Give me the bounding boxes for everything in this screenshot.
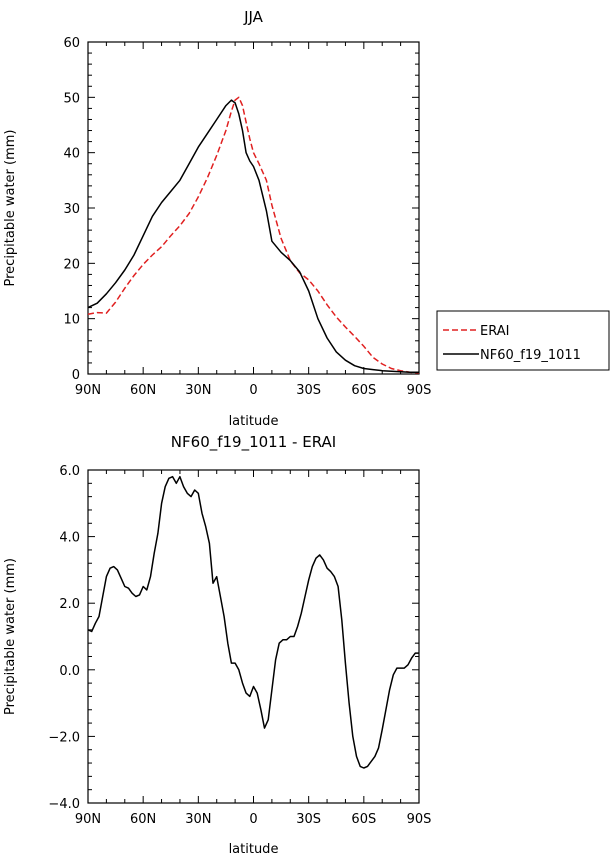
y-axis-label: Precipitable water (mm) (3, 558, 18, 715)
x-tick-label: 90N (75, 812, 101, 827)
y-tick-label: 4.0 (59, 531, 80, 546)
y-tick-label: 6.0 (59, 464, 80, 479)
x-tick-label: 90S (407, 383, 432, 398)
y-tick-label: 60 (63, 36, 80, 51)
chart-title: NF60_f19_1011 - ERAI (171, 433, 336, 452)
x-tick-label: 90N (75, 383, 101, 398)
series-line-nf60-f19-1011-erai (87, 475, 419, 769)
series-line-erai (87, 96, 420, 374)
y-tick-label: 0.0 (59, 664, 80, 679)
legend: ERAI NF60_f19_1011 (436, 310, 610, 371)
x-tick-label: 30N (185, 383, 211, 398)
legend-label: ERAI (480, 324, 509, 339)
x-tick-label: 60N (130, 383, 156, 398)
y-axis-label: Precipitable water (mm) (3, 130, 18, 287)
y-tick-label: −4.0 (48, 797, 80, 812)
y-tick-label: 20 (63, 257, 80, 272)
y-tick-label: 2.0 (59, 597, 80, 612)
x-axis-label: latitude (229, 842, 279, 857)
x-tick-label: 0 (249, 383, 257, 398)
y-tick-label: 50 (63, 91, 80, 106)
y-tick-label: 0 (72, 368, 80, 383)
x-tick-label: 60N (130, 812, 156, 827)
x-tick-label: 30S (296, 383, 321, 398)
legend-label: NF60_f19_1011 (480, 348, 581, 363)
y-tick-label: −2.0 (48, 730, 80, 745)
x-tick-label: 30N (185, 812, 211, 827)
y-tick-label: 10 (63, 313, 80, 328)
x-tick-label: 60S (351, 812, 376, 827)
y-tick-label: 40 (63, 147, 80, 162)
x-tick-label: 30S (296, 812, 321, 827)
x-tick-label: 90S (407, 812, 432, 827)
plot-frame (87, 41, 420, 375)
bottom-panel-difference: NF60_f19_1011 - ERAI 90N 60N 30N 0 30S 60S 90S −… (3, 433, 431, 857)
x-tick-label: 60S (351, 383, 376, 398)
plot-frame (87, 469, 420, 804)
y-tick-label: 30 (63, 202, 80, 217)
series-line-nf60-f19-1011 (87, 99, 419, 374)
x-axis-label: latitude (229, 414, 279, 429)
chart-title: JJA (243, 8, 264, 26)
legend-box (436, 310, 610, 371)
x-tick-label: 0 (249, 812, 257, 827)
top-panel-jja: JJA 90N 60N 30N 0 30S 60S 90S 0 10 20 30 40 50 60 latit… (3, 8, 431, 429)
